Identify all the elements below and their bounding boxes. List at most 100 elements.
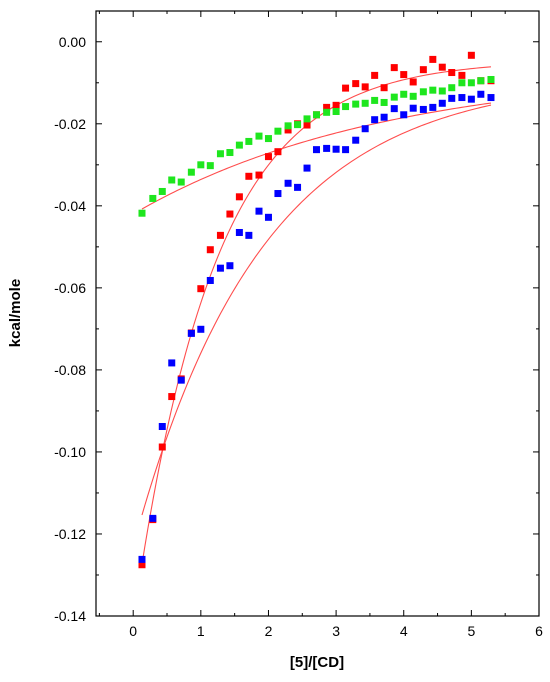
- data-point-series-3: [342, 103, 350, 111]
- x-tick-label: 4: [400, 623, 408, 639]
- data-point-series-1: [467, 51, 475, 59]
- data-point-series-2: [352, 136, 360, 144]
- data-point-series-1: [226, 210, 234, 218]
- fit-curve-2: [141, 104, 492, 516]
- y-tick-label: -0.04: [54, 198, 86, 214]
- data-point-series-2: [438, 99, 446, 107]
- data-point-series-2: [274, 190, 282, 198]
- data-point-series-2: [264, 213, 272, 221]
- y-tick-label: -0.02: [54, 116, 86, 132]
- data-point-series-3: [371, 96, 379, 104]
- x-tick-label: 3: [332, 623, 340, 639]
- y-tick-label: -0.12: [54, 526, 86, 542]
- data-point-series-2: [332, 145, 340, 153]
- axis-ticks: 0 1 2 3 4 5 6 0.00 -0.02 -0.04 -0.06 -0.08 -0.10 -0.1…: [54, 11, 543, 639]
- x-tick-label: 2: [265, 623, 273, 639]
- data-point-series-3: [448, 84, 456, 92]
- data-point-series-1: [197, 285, 205, 293]
- data-point-series-1: [255, 171, 263, 179]
- data-point-series-1: [245, 172, 253, 180]
- data-point-series-2: [284, 179, 292, 187]
- data-point-series-2: [245, 231, 253, 239]
- plot-frame: [95, 10, 540, 617]
- data-point-series-1: [216, 231, 224, 239]
- x-tick-label: 5: [467, 623, 475, 639]
- data-point-series-3: [477, 77, 485, 85]
- data-point-series-2: [487, 94, 495, 102]
- data-point-series-2: [177, 376, 185, 384]
- data-point-series-2: [138, 555, 146, 563]
- data-point-series-3: [312, 111, 320, 119]
- data-point-series-3: [487, 75, 495, 83]
- data-point-series-1: [206, 246, 214, 254]
- data-point-series-2: [467, 95, 475, 103]
- x-tick-label: 6: [535, 623, 543, 639]
- data-point-series-3: [380, 98, 388, 106]
- data-point-series-3: [187, 168, 195, 176]
- data-point-series-1: [390, 64, 398, 72]
- fit-curves: [141, 66, 492, 565]
- data-point-series-3: [138, 209, 146, 217]
- data-point-series-1: [158, 443, 166, 451]
- y-tick-label: -0.10: [54, 444, 86, 460]
- data-point-series-1: [332, 101, 340, 109]
- data-point-series-3: [303, 115, 311, 123]
- data-point-series-2: [187, 329, 195, 337]
- data-point-series-1: [409, 78, 417, 86]
- data-point-series-3: [264, 135, 272, 143]
- data-point-series-1: [323, 103, 331, 111]
- data-point-series-2: [400, 111, 408, 119]
- data-point-series-3: [206, 162, 214, 170]
- data-point-series-3: [274, 127, 282, 135]
- data-point-series-3: [168, 176, 176, 184]
- data-point-series-1: [371, 71, 379, 79]
- data-point-series-2: [323, 144, 331, 152]
- data-point-series-2: [429, 103, 437, 111]
- data-point-series-3: [390, 93, 398, 101]
- x-tick-label: 0: [129, 623, 137, 639]
- x-tick-label: 1: [197, 623, 205, 639]
- data-point-series-1: [264, 153, 272, 161]
- data-point-series-2: [361, 125, 369, 133]
- data-point-series-3: [323, 108, 331, 116]
- data-point-series-2: [380, 113, 388, 121]
- data-point-series-3: [226, 149, 234, 157]
- data-point-series-1: [429, 55, 437, 63]
- data-point-series-3: [458, 79, 466, 87]
- data-point-series-3: [438, 87, 446, 95]
- data-point-series-2: [371, 116, 379, 124]
- data-point-series-1: [235, 193, 243, 201]
- data-point-series-2: [409, 104, 417, 112]
- data-point-series-1: [352, 80, 360, 88]
- data-point-series-1: [274, 148, 282, 156]
- y-tick-label: 0.00: [59, 34, 86, 50]
- data-point-series-3: [352, 100, 360, 108]
- data-point-series-2: [158, 423, 166, 431]
- data-point-series-1: [458, 71, 466, 79]
- data-point-series-3: [235, 141, 243, 149]
- data-point-series-3: [177, 178, 185, 186]
- data-point-series-1: [361, 83, 369, 91]
- data-point-series-2: [149, 514, 157, 522]
- data-point-series-1: [284, 126, 292, 134]
- data-point-series-3: [429, 86, 437, 94]
- y-tick-label: -0.06: [54, 280, 86, 296]
- data-point-series-3: [216, 150, 224, 158]
- data-point-series-2: [303, 164, 311, 172]
- data-point-series-2: [342, 146, 350, 154]
- data-point-series-3: [400, 90, 408, 98]
- data-point-series-1: [400, 71, 408, 79]
- data-point-series-3: [294, 121, 302, 129]
- fit-curve-3: [141, 102, 492, 210]
- y-axis-title: kcal/mole: [7, 279, 24, 347]
- data-point-series-2: [206, 276, 214, 284]
- data-point-series-3: [332, 107, 340, 115]
- data-point-series-3: [419, 88, 427, 96]
- fit-curve-1: [141, 66, 492, 565]
- data-point-series-1: [438, 63, 446, 71]
- data-point-series-1: [138, 561, 146, 569]
- data-point-series-2: [390, 105, 398, 113]
- data-point-series-2: [419, 105, 427, 113]
- data-point-series-1: [342, 84, 350, 92]
